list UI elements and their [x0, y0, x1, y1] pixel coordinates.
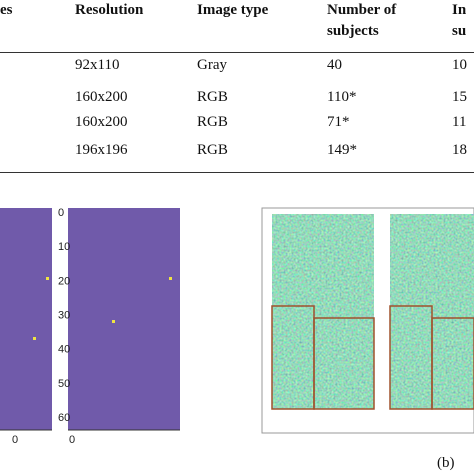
cell: 40	[327, 57, 342, 73]
column-header: Number of subjects	[327, 2, 397, 39]
cell: Gray	[197, 57, 227, 73]
column-header: In su	[452, 2, 467, 39]
cell: RGB	[197, 89, 228, 105]
cell: 160x200	[75, 89, 128, 105]
region-box	[313, 317, 375, 410]
column-header: Resolution	[75, 2, 144, 18]
y-tick-label: 30	[58, 310, 70, 322]
y-tick-label: 50	[58, 378, 70, 390]
y-tick-label: 0	[58, 207, 64, 219]
x-tick-label: 0	[69, 434, 75, 446]
x-tick-label: 0	[12, 434, 18, 446]
image-panel	[0, 208, 52, 430]
y-tick-label: 20	[58, 275, 70, 287]
y-tick-label: 40	[58, 344, 70, 356]
cell: RGB	[197, 114, 228, 130]
cell: RGB	[197, 142, 228, 158]
column-header: es	[0, 2, 13, 18]
cell: 160x200	[75, 114, 128, 130]
cell: 196x196	[75, 142, 128, 158]
cell: 92x110	[75, 57, 120, 73]
rule	[0, 52, 474, 53]
figure-label: (b)	[437, 455, 455, 471]
cell: 110*	[327, 89, 357, 105]
cell: 11	[452, 114, 467, 130]
cell: 149*	[327, 142, 357, 158]
region-box	[431, 317, 474, 410]
y-tick-label: 60	[58, 412, 70, 424]
column-header: Image type	[197, 2, 269, 18]
image-panel	[272, 214, 374, 409]
rule	[0, 172, 474, 173]
cell: 71*	[327, 114, 350, 130]
highlight	[169, 277, 172, 280]
highlight	[112, 320, 115, 323]
cell: 18	[452, 142, 467, 158]
cell: 15	[452, 89, 467, 105]
y-tick-label: 10	[58, 241, 70, 253]
cell: 10	[452, 57, 467, 73]
highlight	[46, 277, 49, 280]
highlight	[33, 337, 36, 340]
image-panel	[68, 208, 180, 430]
